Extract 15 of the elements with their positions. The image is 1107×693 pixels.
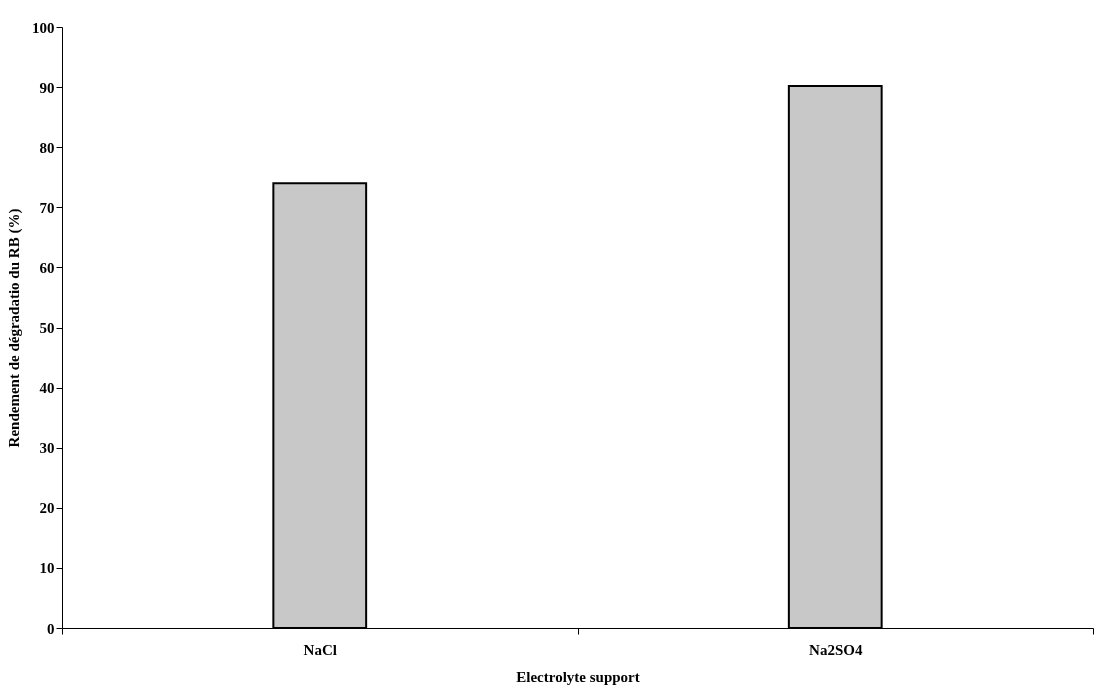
y-tick-label: 30 — [39, 440, 55, 457]
x-tick-label: Na2SO4 — [809, 641, 863, 658]
y-tick-label: 20 — [39, 500, 55, 517]
y-tick-label: 10 — [39, 560, 55, 577]
y-tick-label: 70 — [39, 199, 55, 216]
y-tick-label: 80 — [39, 139, 55, 156]
x-axis-title: Electrolyte support — [516, 668, 640, 685]
y-axis-title: Rendement de dégradatio du RB (%) — [6, 208, 23, 448]
x-tick-label: NaCl — [303, 641, 337, 658]
y-tick-label: 100 — [32, 19, 55, 36]
y-tick-label: 40 — [39, 380, 55, 397]
y-tick-label: 0 — [47, 620, 55, 637]
y-tick-label: 50 — [39, 320, 55, 336]
y-tick-label: 90 — [39, 79, 55, 96]
y-tick-label: 60 — [39, 259, 55, 276]
